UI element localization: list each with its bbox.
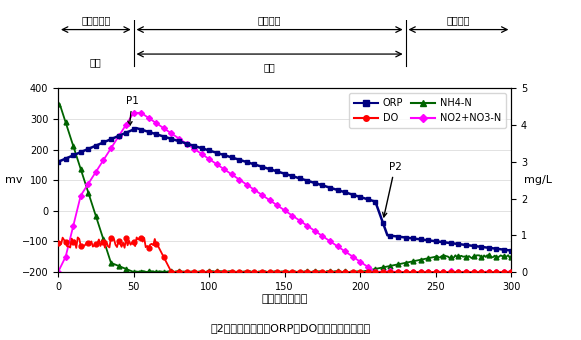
- Text: 硭化: 硭化: [90, 57, 102, 67]
- Text: P1: P1: [125, 96, 138, 125]
- Text: ばっ気工程: ばっ気工程: [81, 15, 110, 25]
- Y-axis label: mv: mv: [5, 175, 22, 185]
- Y-axis label: mg/L: mg/L: [525, 175, 553, 185]
- Legend: ORP, DO, NH4-N, NO2+NO3-N: ORP, DO, NH4-N, NO2+NO3-N: [349, 93, 507, 128]
- X-axis label: 経過時間（分）: 経過時間（分）: [261, 294, 308, 305]
- Text: P2: P2: [383, 162, 401, 217]
- Text: 沈殿工程: 沈殿工程: [447, 15, 470, 25]
- Text: 脱窒: 脱窒: [264, 62, 275, 72]
- Text: 図2　自動制御時のORP・DO・水質成分の変化: 図2 自動制御時のORP・DO・水質成分の変化: [210, 323, 371, 333]
- Text: 撹拄工程: 撹拄工程: [258, 15, 281, 25]
